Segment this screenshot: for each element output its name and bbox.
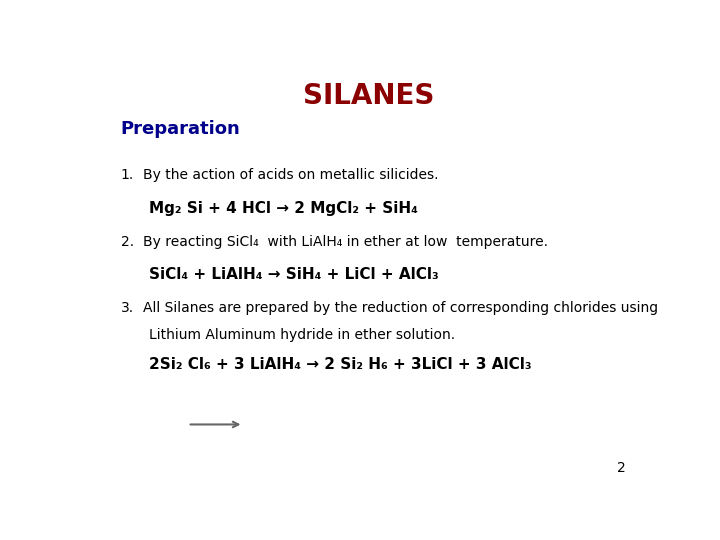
Text: 2.: 2. [121,234,134,248]
Text: 2: 2 [617,461,626,475]
Text: SILANES: SILANES [303,82,435,110]
Text: 2Si₂ Cl₆ + 3 LiAlH₄ → 2 Si₂ H₆ + 3LiCl + 3 AlCl₃: 2Si₂ Cl₆ + 3 LiAlH₄ → 2 Si₂ H₆ + 3LiCl +… [148,357,531,372]
Text: 3.: 3. [121,301,134,315]
Text: SiCl₄ + LiAlH₄ → SiH₄ + LiCl + AlCl₃: SiCl₄ + LiAlH₄ → SiH₄ + LiCl + AlCl₃ [148,267,438,282]
Text: All Silanes are prepared by the reduction of corresponding chlorides using: All Silanes are prepared by the reductio… [143,301,658,315]
Text: By the action of acids on metallic silicides.: By the action of acids on metallic silic… [143,168,438,182]
Text: 1.: 1. [121,168,134,182]
Text: Mg₂ Si + 4 HCl → 2 MgCl₂ + SiH₄: Mg₂ Si + 4 HCl → 2 MgCl₂ + SiH₄ [148,201,418,216]
Text: By reacting SiCl₄  with LiAlH₄ in ether at low  temperature.: By reacting SiCl₄ with LiAlH₄ in ether a… [143,234,548,248]
Text: Lithium Aluminum hydride in ether solution.: Lithium Aluminum hydride in ether soluti… [148,328,455,342]
Text: Preparation: Preparation [121,120,240,138]
